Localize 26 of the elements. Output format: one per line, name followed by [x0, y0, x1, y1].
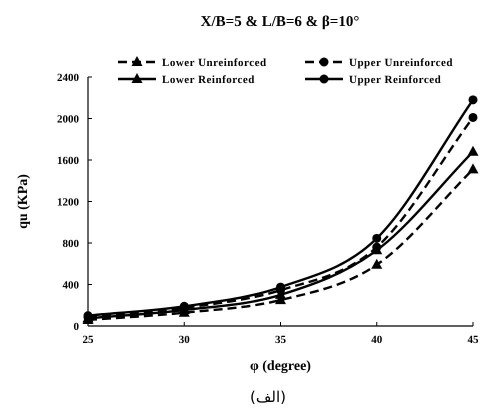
y-tick-label: 1600 — [57, 155, 80, 167]
y-tick-label: 800 — [62, 238, 80, 250]
legend-label: Upper Unreinforced — [349, 57, 454, 69]
chart-title: X/B=5 & L/B=6 & β=10° — [200, 14, 360, 30]
x-tick-label: 30 — [178, 334, 190, 346]
x-tick-label: 40 — [371, 334, 383, 346]
point — [468, 163, 478, 174]
point — [468, 95, 478, 104]
legend-label: Lower Unreinforced — [162, 57, 267, 69]
point — [468, 112, 478, 122]
x-tick-label: 35 — [275, 334, 286, 346]
y-axis-title: qu (KPa) — [16, 174, 31, 229]
y-tick-label: 2400 — [57, 72, 80, 84]
legend-label: Upper Reinforced — [349, 74, 442, 86]
y-tick-label: 2000 — [57, 114, 80, 126]
text: (الف) — [250, 388, 286, 406]
legend-label: Lower Reinforced — [162, 74, 255, 86]
point — [468, 146, 478, 156]
y-tick-label: 400 — [62, 280, 80, 292]
x-axis-title: φ (degree) — [250, 359, 312, 374]
point — [372, 234, 382, 243]
x-tick-label: 45 — [468, 334, 479, 346]
y-tick-label: 0 — [74, 321, 80, 333]
point — [371, 258, 382, 269]
y-tick-label: 1200 — [57, 196, 80, 208]
x-tick-label: 25 — [82, 334, 94, 346]
